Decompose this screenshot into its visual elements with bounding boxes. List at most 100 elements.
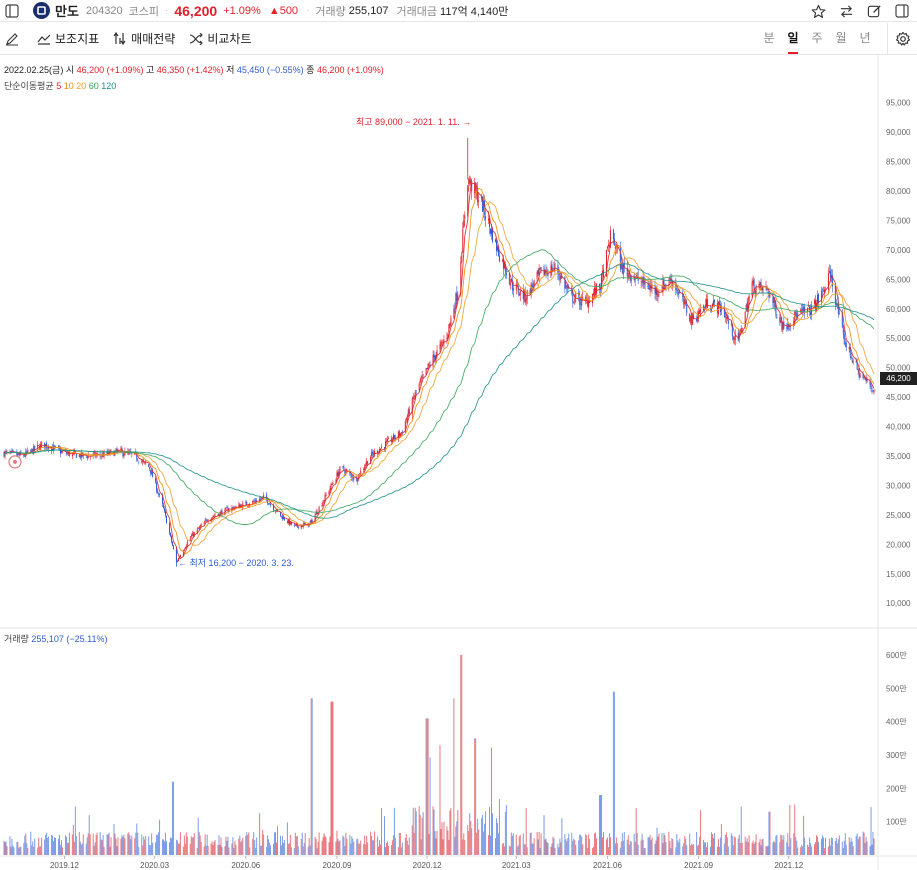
- compare-button[interactable]: 비교차트: [189, 30, 252, 47]
- tab-minute[interactable]: 분: [763, 31, 775, 45]
- volume-bar: [439, 745, 441, 855]
- volume-bar: [246, 832, 248, 855]
- volume-bar: [192, 837, 194, 855]
- ma-line-10: [3, 187, 875, 554]
- volume-bar: [446, 826, 448, 855]
- candle-body: [106, 451, 108, 454]
- candle-body: [182, 550, 184, 556]
- volume-bar: [741, 842, 743, 855]
- star-icon[interactable]: [807, 0, 829, 22]
- volume-bar: [419, 814, 421, 855]
- volume-bar: [640, 840, 642, 855]
- volume-bar: [574, 840, 576, 855]
- tab-month[interactable]: 월: [835, 31, 847, 45]
- volume-bar: [68, 832, 70, 855]
- candle-body: [754, 291, 756, 294]
- candle-body: [404, 421, 406, 433]
- pen-icon[interactable]: [1, 28, 23, 50]
- candle-body: [593, 293, 595, 296]
- volume-bar: [346, 838, 348, 855]
- strategy-button[interactable]: 매매전략: [113, 30, 175, 47]
- volume-bar: [696, 831, 698, 855]
- volume-bar: [136, 823, 138, 855]
- candle-body: [553, 268, 555, 269]
- volume-bar: [704, 842, 706, 855]
- candle-body: [855, 360, 857, 362]
- volume-bar: [301, 832, 303, 855]
- tab-day[interactable]: 일: [781, 23, 805, 54]
- tab-week[interactable]: 주: [811, 31, 823, 45]
- candle-body: [580, 303, 582, 305]
- volume-bar: [720, 823, 722, 855]
- candle-body: [131, 453, 133, 455]
- candle-body: [372, 451, 374, 454]
- moving-average-legend[interactable]: 단순이동평균 5 10 20 60 120: [4, 79, 116, 92]
- volume-bar: [518, 836, 520, 855]
- volume-bar: [644, 848, 646, 855]
- volume-bar: [656, 827, 658, 855]
- sidebar-toggle-icon[interactable]: [1, 0, 23, 22]
- candle-body: [648, 288, 650, 290]
- candle-body: [609, 230, 611, 248]
- candle-body: [204, 520, 206, 523]
- volume-bar: [856, 833, 858, 855]
- settings-button[interactable]: [887, 23, 917, 54]
- volume-bar: [628, 844, 630, 855]
- candle-body: [657, 293, 659, 297]
- volume-bar: [364, 835, 366, 855]
- candle-body: [744, 311, 746, 328]
- candle-body: [158, 493, 160, 495]
- volume-bar: [654, 843, 656, 855]
- volume-bar: [723, 843, 725, 855]
- volume-bar: [815, 842, 817, 855]
- candle-body: [74, 450, 76, 454]
- tab-year[interactable]: 년: [859, 31, 871, 45]
- volume-bar: [752, 840, 754, 855]
- volume-bar: [544, 839, 546, 855]
- volume-bar: [663, 832, 665, 855]
- volume-bar: [337, 838, 339, 855]
- volume-bar: [366, 835, 368, 855]
- candle-body: [640, 281, 642, 283]
- volume-bar: [206, 834, 208, 855]
- candle-body: [433, 354, 435, 358]
- candle-body: [386, 438, 388, 442]
- volume-bar: [379, 840, 381, 855]
- volume-bar: [828, 838, 830, 855]
- candle-body: [460, 261, 462, 294]
- edit-icon[interactable]: [863, 0, 885, 22]
- volume-bar: [53, 841, 55, 855]
- volume-bar: [338, 841, 340, 855]
- indicator-button[interactable]: 보조지표: [37, 30, 99, 47]
- candle-body: [379, 449, 381, 454]
- volume-bar: [80, 844, 82, 855]
- sidebar-right-icon[interactable]: [891, 0, 913, 22]
- x-tick-label: 2021.06: [593, 861, 622, 870]
- volume-bar: [683, 843, 685, 855]
- price-chart[interactable]: 95,000 90,000 85,000 80,000 75,000 70,000 65,0…: [0, 55, 917, 870]
- candle-body: [663, 280, 665, 290]
- volume-bar: [88, 815, 90, 855]
- volume-bar: [65, 836, 67, 855]
- candle-body: [346, 470, 348, 472]
- volume-bar: [275, 842, 277, 855]
- candle-body: [698, 311, 700, 318]
- volume-bar: [676, 834, 678, 855]
- volume-bar: [679, 838, 681, 855]
- volume-bar: [804, 837, 806, 855]
- candle-body: [573, 301, 575, 303]
- volume-bar: [261, 845, 263, 855]
- volume-bar: [179, 832, 181, 855]
- candle-body: [582, 297, 584, 298]
- ohlc-info: 2022.02.25(금) 시 46,200 (+1.09%) 고 46,350…: [4, 63, 384, 76]
- volume-bar: [151, 833, 153, 855]
- swap-icon[interactable]: [835, 0, 857, 22]
- volume-bar: [619, 847, 621, 855]
- volume-bar: [447, 830, 449, 855]
- candle-body: [47, 447, 49, 449]
- volume-bar: [41, 837, 43, 855]
- volume-bar: [747, 842, 749, 855]
- period-tabs: 분 일 주 월 년: [757, 23, 877, 54]
- candle-body: [197, 528, 199, 529]
- volume-bar: [61, 847, 63, 855]
